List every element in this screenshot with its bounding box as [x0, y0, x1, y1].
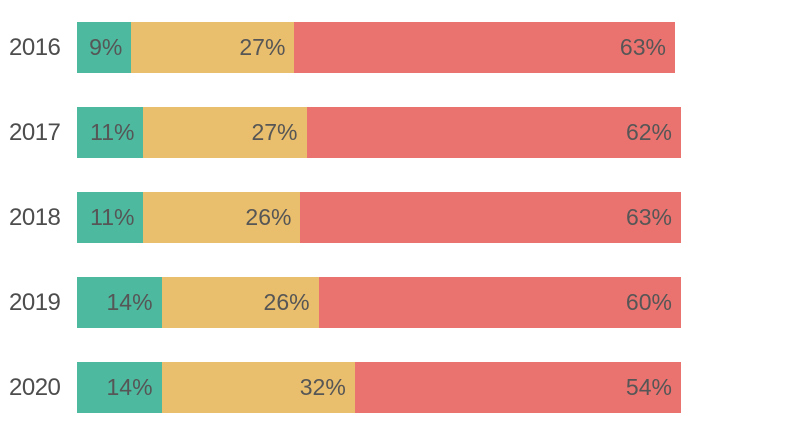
bar-row: 2017 11% 27% 62%: [0, 107, 800, 158]
value-label: 32%: [299, 374, 346, 400]
segment-yellow: 27%: [143, 107, 307, 158]
value-label: 11%: [90, 204, 135, 230]
segment-red: 54%: [354, 362, 681, 413]
stacked-bar: 9% 27% 63%: [77, 22, 675, 73]
segment-red: 63%: [294, 22, 675, 73]
segment-green: 11%: [77, 107, 144, 158]
value-label: 60%: [625, 289, 672, 315]
category-label: 2016: [9, 33, 61, 61]
segment-yellow: 26%: [161, 277, 319, 328]
segment-yellow: 32%: [161, 362, 355, 413]
segment-green: 9%: [77, 22, 132, 73]
segment-red: 62%: [306, 107, 681, 158]
bar-row: 2016 9% 27% 63%: [0, 22, 800, 73]
segment-green: 14%: [77, 277, 162, 328]
bar-row: 2019 14% 26% 60%: [0, 277, 800, 328]
value-label: 63%: [619, 34, 666, 60]
stacked-bar: 11% 26% 63%: [77, 192, 681, 243]
stacked-bar: 11% 27% 62%: [77, 107, 681, 158]
value-label: 9%: [89, 34, 123, 60]
segment-yellow: 26%: [143, 192, 301, 243]
segment-red: 63%: [300, 192, 681, 243]
value-label: 54%: [625, 374, 672, 400]
category-label: 2017: [9, 118, 61, 146]
segment-red: 60%: [318, 277, 681, 328]
value-label: 63%: [625, 204, 672, 230]
bar-row: 2020 14% 32% 54%: [0, 362, 800, 413]
category-label: 2018: [9, 203, 61, 231]
category-label: 2020: [9, 373, 61, 401]
value-label: 26%: [263, 289, 310, 315]
value-label: 27%: [251, 119, 298, 145]
bar-row: 2018 11% 26% 63%: [0, 192, 800, 243]
value-label: 14%: [106, 289, 153, 315]
segment-yellow: 27%: [131, 22, 295, 73]
value-label: 62%: [625, 119, 672, 145]
stacked-bar: 14% 26% 60%: [77, 277, 681, 328]
segment-green: 11%: [77, 192, 144, 243]
segment-green: 14%: [77, 362, 162, 413]
value-label: 27%: [239, 34, 286, 60]
value-label: 11%: [90, 119, 135, 145]
category-label: 2019: [9, 288, 61, 316]
stacked-bar: 14% 32% 54%: [77, 362, 681, 413]
value-label: 14%: [106, 374, 153, 400]
value-label: 26%: [245, 204, 292, 230]
